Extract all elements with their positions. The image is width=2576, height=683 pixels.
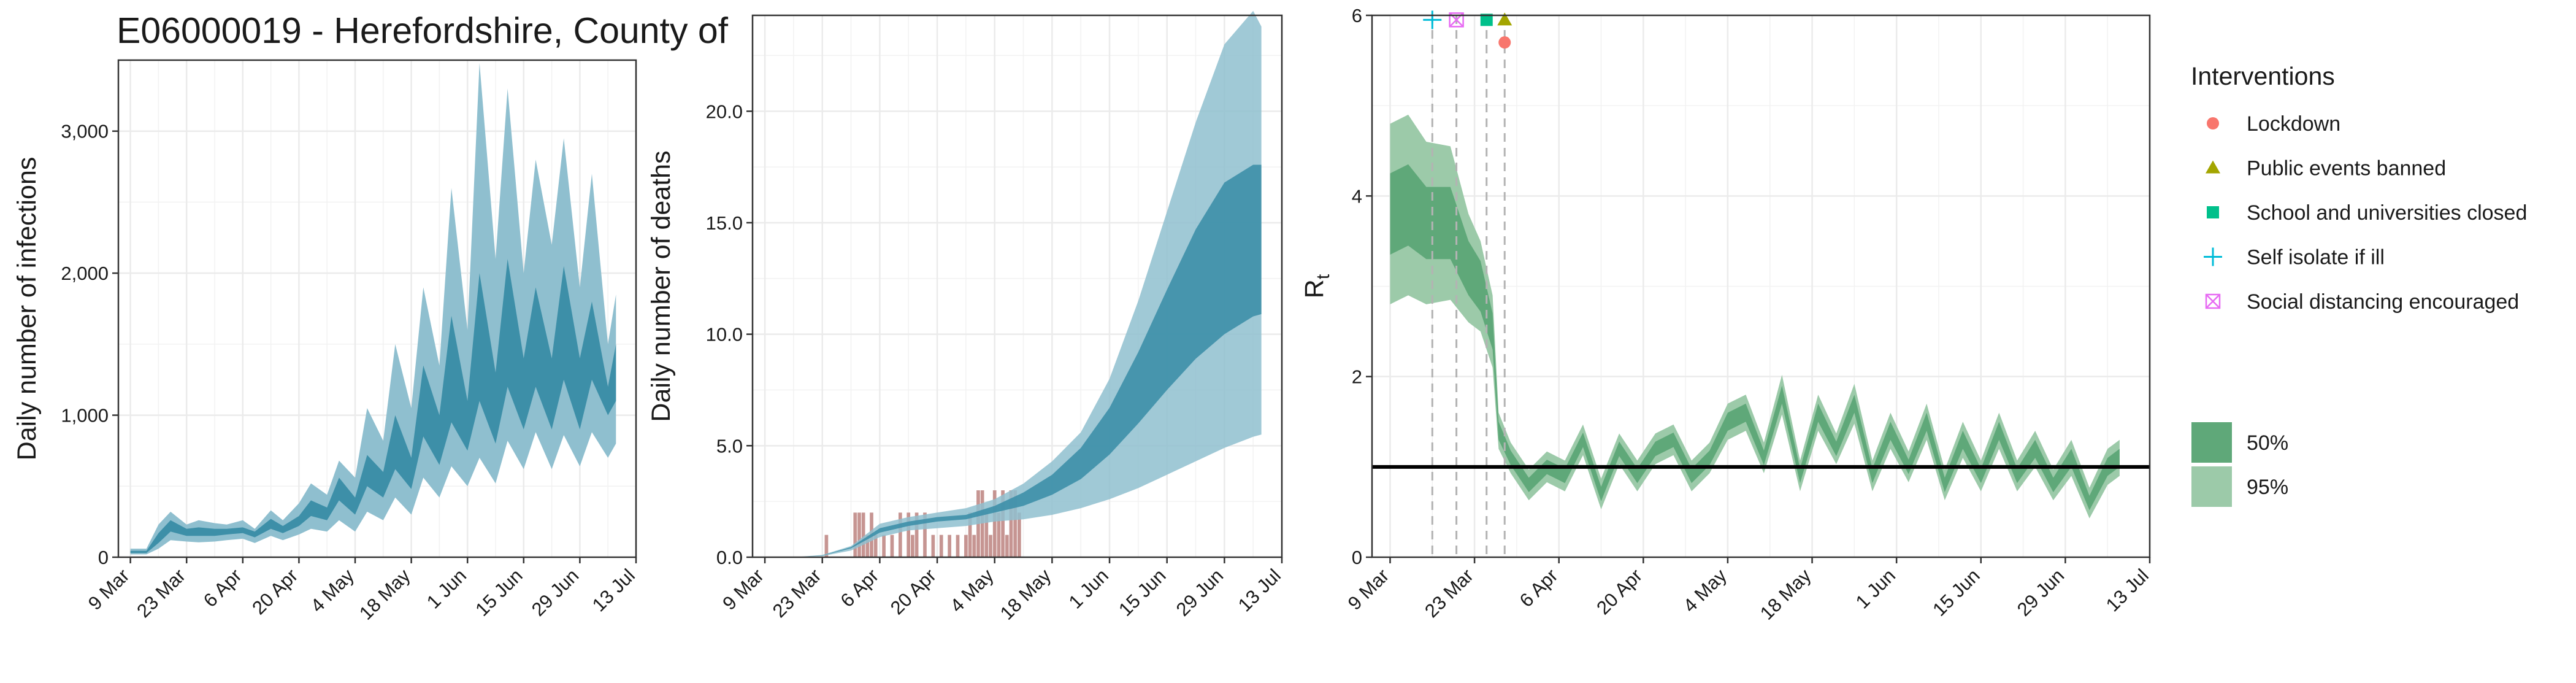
figure-title: E06000019 - Herefordshire, County of [117,10,729,51]
observed-death-bar [873,534,878,557]
y-axis: 0.0 5.0 10.0 15.0 20.0 [706,101,753,568]
legend-label: 95% [2247,476,2288,499]
observed-death-bar [898,512,902,557]
observed-death-bar [1018,512,1021,557]
legend-key-band [2191,422,2232,463]
y-tick-label: 3,000 [61,121,109,142]
panel-border [751,14,1283,558]
y-tick-label: 15.0 [706,212,743,234]
legend-key-band [2191,466,2232,507]
legend-label: Lockdown [2247,112,2340,136]
y-axis-title-subscript: t [1313,274,1333,279]
observed-death-bar [939,534,943,557]
observed-death-bar [907,512,911,557]
observed-death-bar [997,512,1001,557]
observed-death-bar [964,534,968,557]
intervention-marker [1480,14,1493,26]
observed-death-bar [857,512,861,557]
legend-key-cross [2204,247,2222,266]
observed-death-bar [948,534,951,557]
panel-border [1371,14,2151,558]
panel-border [117,59,637,558]
y-tick-label: 1,000 [61,405,109,426]
y-tick-label: 20.0 [706,101,743,122]
legend-label: Social distancing encouraged [2247,290,2519,314]
ci50-band [765,164,1262,557]
observed-death-bar [984,512,989,557]
y-tick-label: 2,000 [61,263,109,284]
observed-death-bar [1001,490,1005,557]
legend-label: Public events banned [2247,157,2446,180]
plot-content [1372,10,2150,557]
chart-rt: 9 Mar 23 Mar 6 Apr 20 Apr 4 May 18 May 1 Jun 15… [1300,5,2153,624]
legend-key-boxx [2205,293,2221,309]
legend-label: 50% [2247,431,2288,455]
y-tick-label: 0 [1352,547,1362,568]
observed-death-bar [865,534,870,557]
y-tick-label: 10.0 [706,324,743,345]
y-axis-title: Daily number of deaths [646,150,676,422]
plot-content [130,63,616,555]
observed-death-bar [1005,534,1009,557]
legend-key-circle [2207,117,2219,129]
observed-death-bar [923,512,927,557]
observed-deaths-bars [824,490,1021,557]
y-axis: 0 1,000 2,000 3,000 [61,121,118,568]
observed-death-bar [853,512,857,557]
observed-death-bar [931,534,935,557]
observed-death-bar [956,534,960,557]
observed-death-bar [1009,490,1013,557]
y-tick-label: 6 [1352,5,1362,26]
y-tick-label: 2 [1352,366,1362,388]
ci50-band [130,259,616,554]
y-tick-label: 0 [98,547,109,568]
observed-death-bar [882,534,886,557]
plot-content [765,10,1262,557]
observed-death-bar [861,512,865,557]
legend: Interventions Lockdown Public events banne… [2191,62,2527,507]
y-tick-label: 5.0 [716,435,743,457]
legend-label: Self isolate if ill [2247,246,2385,269]
y-tick-label: 0.0 [716,547,743,568]
observed-death-bar [989,534,992,557]
rt-ci50-band [1390,164,2120,511]
observed-death-bar [890,534,894,557]
legend-key-square [2207,206,2219,218]
observed-death-bar [824,534,829,557]
y-tick-label: 4 [1352,185,1362,207]
legend-key-triangle [2206,160,2220,174]
intervention-marker [1423,10,1442,29]
intervention-marker [1497,12,1512,26]
observed-death-bar [980,490,984,557]
observed-death-bar [914,512,919,557]
observed-death-bar [992,490,997,557]
y-axis: 0 2 4 6 [1352,5,1372,568]
y-axis-title: Daily number of infections [12,157,42,461]
legend-label: School and universities closed [2247,201,2527,225]
observed-death-bar [972,534,976,557]
legend-title: Interventions [2191,62,2335,90]
observed-death-bar [911,534,914,557]
observed-death-bar [968,512,972,557]
observed-death-bar [1013,490,1017,557]
intervention-marker [1498,36,1511,49]
